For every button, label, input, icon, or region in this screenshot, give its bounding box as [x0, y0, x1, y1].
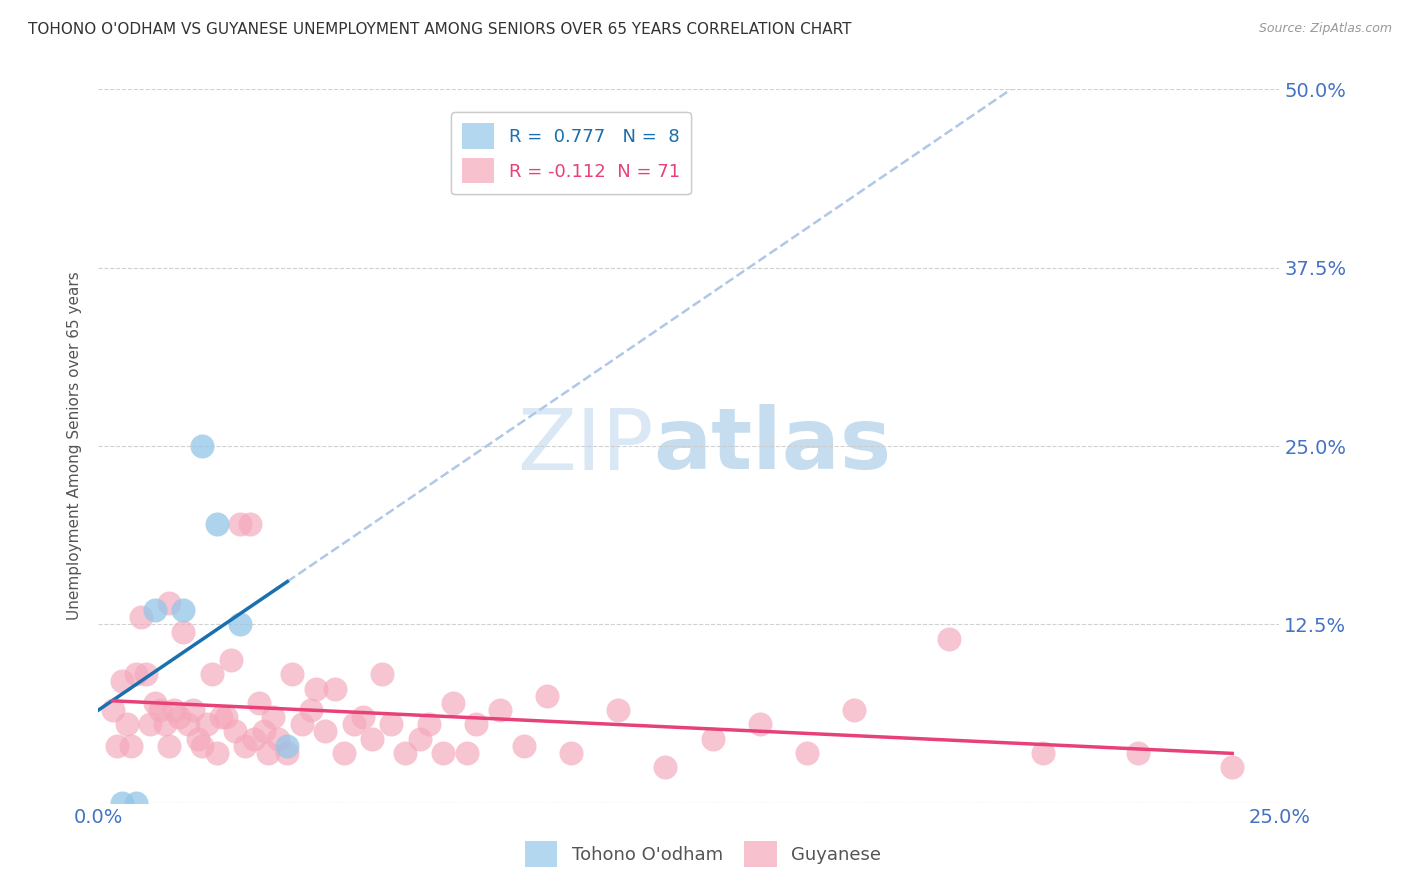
Point	[418, 717, 440, 731]
Point	[143, 696, 166, 710]
Point	[361, 731, 384, 746]
Point	[489, 703, 512, 717]
Point	[465, 717, 488, 731]
Point	[352, 710, 374, 724]
Point	[209, 710, 232, 724]
Point	[215, 710, 238, 724]
Point	[394, 746, 416, 760]
Point	[441, 696, 464, 710]
Point	[247, 696, 270, 710]
Point	[181, 703, 204, 717]
Point	[191, 739, 214, 753]
Point	[229, 517, 252, 532]
Point	[305, 681, 328, 696]
Point	[432, 746, 454, 760]
Point	[333, 746, 356, 760]
Text: ZIP: ZIP	[517, 404, 654, 488]
Point	[129, 610, 152, 624]
Point	[205, 746, 228, 760]
Point	[1126, 746, 1149, 760]
Point	[796, 746, 818, 760]
Point	[163, 703, 186, 717]
Point	[115, 717, 138, 731]
Point	[702, 731, 724, 746]
Point	[172, 603, 194, 617]
Point	[276, 739, 298, 753]
Point	[157, 596, 180, 610]
Point	[167, 710, 190, 724]
Point	[276, 746, 298, 760]
Point	[139, 717, 162, 731]
Point	[195, 717, 218, 731]
Point	[938, 632, 960, 646]
Point	[323, 681, 346, 696]
Point	[111, 674, 134, 689]
Point	[125, 667, 148, 681]
Point	[267, 731, 290, 746]
Point	[157, 739, 180, 753]
Point	[1032, 746, 1054, 760]
Point	[224, 724, 246, 739]
Y-axis label: Unemployment Among Seniors over 65 years: Unemployment Among Seniors over 65 years	[67, 272, 83, 620]
Text: TOHONO O'ODHAM VS GUYANESE UNEMPLOYMENT AMONG SENIORS OVER 65 YEARS CORRELATION : TOHONO O'ODHAM VS GUYANESE UNEMPLOYMENT …	[28, 22, 852, 37]
Point	[239, 517, 262, 532]
Point	[149, 703, 172, 717]
Point	[191, 439, 214, 453]
Point	[205, 517, 228, 532]
Point	[187, 731, 209, 746]
Point	[844, 703, 866, 717]
Point	[125, 796, 148, 810]
Point	[101, 703, 124, 717]
Point	[1220, 760, 1243, 774]
Point	[201, 667, 224, 681]
Point	[380, 717, 402, 731]
Point	[229, 617, 252, 632]
Point	[654, 760, 676, 774]
Point	[371, 667, 394, 681]
Point	[342, 717, 364, 731]
Point	[456, 746, 478, 760]
Point	[153, 717, 176, 731]
Point	[172, 624, 194, 639]
Point	[314, 724, 336, 739]
Point	[177, 717, 200, 731]
Point	[135, 667, 157, 681]
Point	[257, 746, 280, 760]
Point	[512, 739, 534, 753]
Point	[243, 731, 266, 746]
Point	[111, 796, 134, 810]
Point	[290, 717, 312, 731]
Legend: Tohono O'odham, Guyanese: Tohono O'odham, Guyanese	[517, 834, 889, 874]
Point	[299, 703, 322, 717]
Point	[607, 703, 630, 717]
Legend: R =  0.777   N =  8, R = -0.112  N = 71: R = 0.777 N = 8, R = -0.112 N = 71	[451, 112, 690, 194]
Point	[105, 739, 128, 753]
Text: atlas: atlas	[654, 404, 891, 488]
Point	[748, 717, 770, 731]
Point	[408, 731, 430, 746]
Point	[233, 739, 256, 753]
Point	[219, 653, 242, 667]
Point	[560, 746, 582, 760]
Point	[143, 603, 166, 617]
Text: Source: ZipAtlas.com: Source: ZipAtlas.com	[1258, 22, 1392, 36]
Point	[121, 739, 143, 753]
Point	[281, 667, 304, 681]
Point	[253, 724, 276, 739]
Point	[536, 689, 558, 703]
Point	[262, 710, 284, 724]
